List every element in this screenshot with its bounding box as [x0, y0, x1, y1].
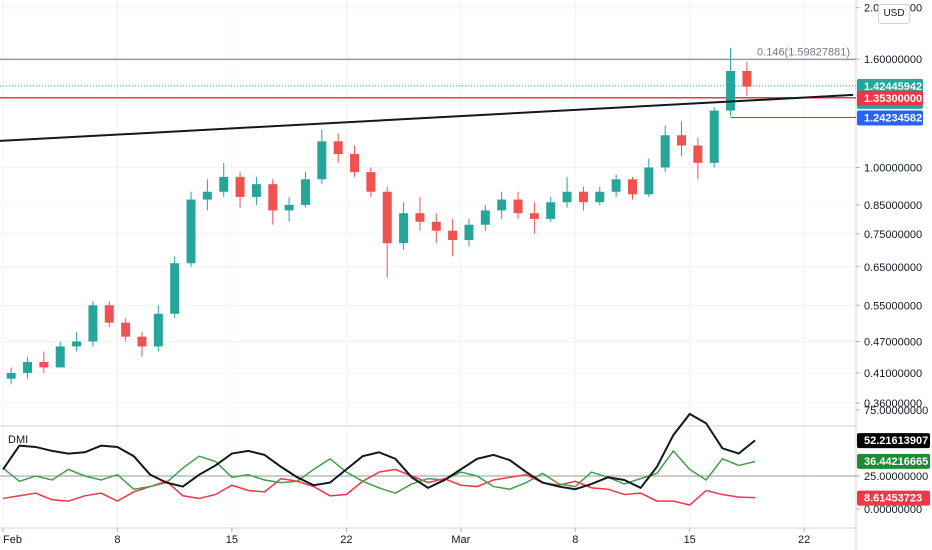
- candle[interactable]: [546, 202, 556, 219]
- dmi-label-text: 8.61453723: [864, 493, 922, 505]
- candle[interactable]: [186, 199, 196, 264]
- candle[interactable]: [23, 361, 33, 373]
- candle[interactable]: [219, 176, 229, 192]
- candle[interactable]: [693, 145, 703, 163]
- candle[interactable]: [39, 361, 49, 368]
- candle[interactable]: [513, 199, 523, 214]
- candle[interactable]: [709, 110, 719, 163]
- candle[interactable]: [268, 184, 278, 211]
- candle[interactable]: [562, 191, 572, 203]
- time-tick-label: 15: [684, 534, 696, 546]
- price-tick-label: 0.47000000: [864, 336, 922, 348]
- candle[interactable]: [415, 213, 425, 222]
- candle[interactable]: [726, 70, 736, 111]
- currency-button[interactable]: USD: [878, 4, 910, 24]
- indicator-name: DMI: [8, 434, 28, 446]
- price-tick-label: 0.65000000: [864, 262, 922, 274]
- candle[interactable]: [497, 199, 507, 211]
- candle[interactable]: [300, 179, 310, 205]
- candle[interactable]: [399, 213, 409, 244]
- candle[interactable]: [72, 341, 82, 347]
- price-label-text: 1.24234582: [864, 112, 922, 124]
- price-tick-label: 0.36000000: [864, 398, 922, 410]
- time-tick-label: Feb: [3, 534, 22, 546]
- candle[interactable]: [153, 313, 163, 347]
- time-tick-label: 8: [114, 534, 120, 546]
- candle[interactable]: [431, 221, 441, 231]
- price-label-text: 1.42445942: [864, 81, 922, 93]
- candle[interactable]: [317, 141, 327, 180]
- price-tick-label: 0.75000000: [864, 229, 922, 241]
- candle[interactable]: [529, 213, 539, 219]
- candle[interactable]: [121, 322, 131, 337]
- candle[interactable]: [202, 191, 212, 200]
- dmi-tick-label: 0.00000000: [864, 504, 922, 516]
- price-tick-label: 1.60000000: [864, 54, 922, 66]
- candle[interactable]: [660, 135, 670, 168]
- candle[interactable]: [578, 191, 588, 203]
- adx-line[interactable]: [2, 412, 756, 491]
- candle[interactable]: [104, 305, 114, 323]
- dmi-label-text: 36.44216665: [864, 456, 928, 468]
- dmi-tick-label: 25.00000000: [864, 471, 928, 483]
- candle[interactable]: [382, 191, 392, 244]
- candle[interactable]: [627, 179, 637, 195]
- dmi-label-text: 52.21613907: [864, 435, 928, 447]
- time-tick-label: 8: [572, 534, 578, 546]
- time-tick-label: 22: [798, 534, 810, 546]
- candle[interactable]: [284, 204, 294, 211]
- candle[interactable]: [480, 210, 490, 225]
- candle[interactable]: [644, 167, 654, 195]
- candle[interactable]: [595, 191, 605, 203]
- price-tick-label: 0.41000000: [864, 368, 922, 380]
- price-tick-label: 0.85000000: [864, 200, 922, 212]
- price-tick-label: 1.00000000: [864, 162, 922, 174]
- candle[interactable]: [448, 230, 458, 240]
- fib-level-label: 0.146(1.59827881): [757, 46, 850, 58]
- time-tick-label: 22: [340, 534, 352, 546]
- time-tick-label: 15: [226, 534, 238, 546]
- candle[interactable]: [235, 176, 245, 197]
- dmi-label-box: [857, 433, 930, 449]
- price-tick-label: 0.55000000: [864, 300, 922, 312]
- dmi-label-box: [857, 453, 930, 469]
- candle[interactable]: [333, 141, 343, 155]
- time-tick-label: Mar: [451, 534, 470, 546]
- candle[interactable]: [464, 224, 474, 240]
- dmi-tick-label: 75.00000000: [864, 405, 928, 417]
- candle[interactable]: [677, 135, 687, 146]
- price-label-text: 1.35300000: [864, 93, 922, 105]
- candle[interactable]: [6, 372, 16, 379]
- dmi-label-box: [857, 490, 930, 506]
- candle[interactable]: [742, 70, 752, 87]
- candle[interactable]: [88, 305, 98, 342]
- candle[interactable]: [170, 263, 180, 314]
- price-label-box: [857, 110, 923, 126]
- candle[interactable]: [251, 184, 261, 197]
- candle[interactable]: [350, 154, 360, 173]
- candle[interactable]: [55, 346, 65, 368]
- candle[interactable]: [137, 336, 147, 347]
- minus-di-line[interactable]: [2, 468, 756, 506]
- trendline[interactable]: [0, 93, 854, 144]
- price-label-box: [857, 90, 923, 106]
- candle[interactable]: [366, 172, 376, 192]
- candle[interactable]: [611, 179, 621, 192]
